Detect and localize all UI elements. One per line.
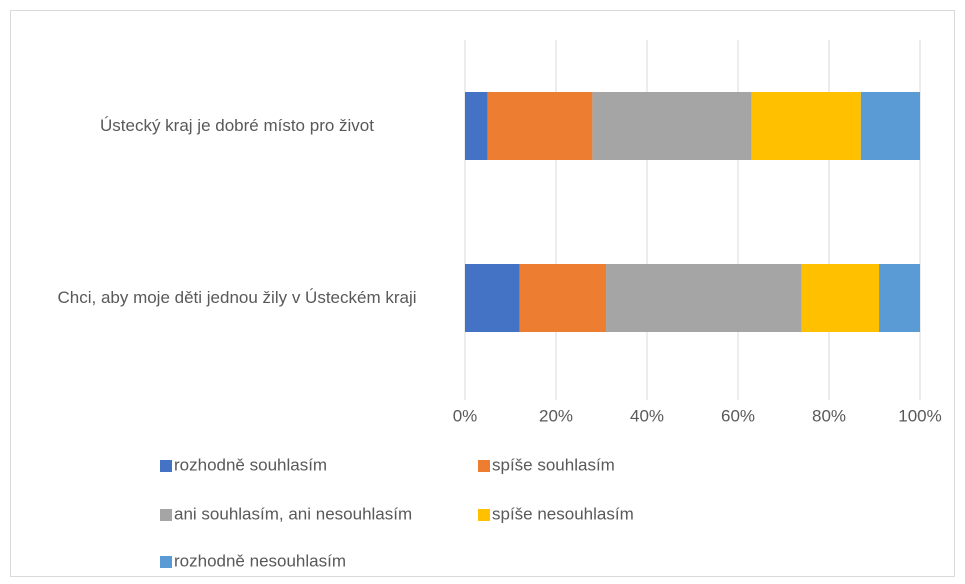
bar-segment <box>592 92 752 160</box>
bar-segment <box>801 264 880 332</box>
legend-swatch <box>160 460 172 472</box>
legend-swatch <box>478 509 490 521</box>
x-tick-label: 100% <box>898 406 941 425</box>
x-tick-label: 40% <box>630 406 664 425</box>
bar-segment <box>465 264 520 332</box>
bar-segment <box>751 92 861 160</box>
bar-segment <box>879 264 920 332</box>
bar-segment <box>487 92 593 160</box>
x-tick-label: 80% <box>812 406 846 425</box>
legend-label: spíše souhlasím <box>492 455 615 474</box>
bar-segment <box>606 264 802 332</box>
x-tick-label: 0% <box>453 406 478 425</box>
legend-label: rozhodně souhlasím <box>174 455 327 474</box>
bar-segment <box>465 92 488 160</box>
legend-swatch <box>160 556 172 568</box>
x-tick-label: 60% <box>721 406 755 425</box>
bar-segment <box>860 92 920 160</box>
category-label: Ústecký kraj je dobré místo pro život <box>100 116 374 135</box>
legend-swatch <box>478 460 490 472</box>
x-tick-label: 20% <box>539 406 573 425</box>
bar-segment <box>519 264 607 332</box>
legend-swatch <box>160 509 172 521</box>
category-label: Chci, aby moje děti jednou žily v Ústeck… <box>57 288 417 307</box>
legend-label: spíše nesouhlasím <box>492 504 634 523</box>
legend-label: rozhodně nesouhlasím <box>174 551 346 570</box>
legend-label: ani souhlasím, ani nesouhlasím <box>174 504 412 523</box>
